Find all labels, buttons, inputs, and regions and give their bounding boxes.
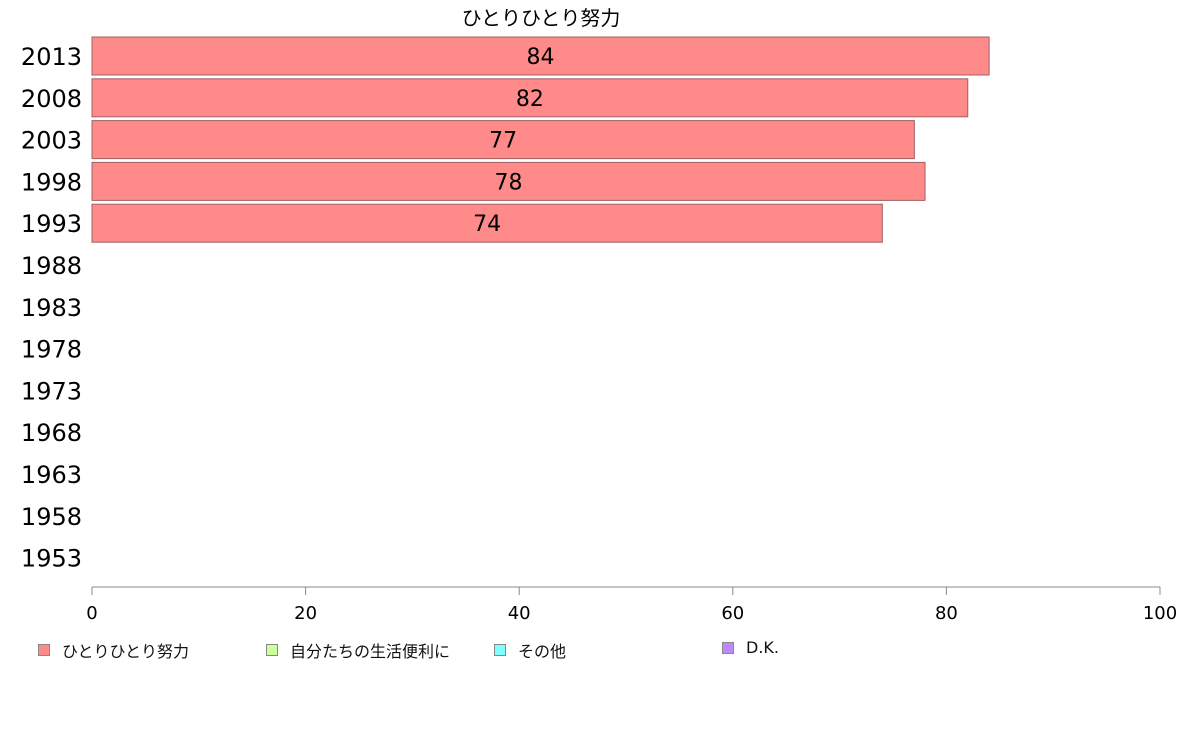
- x-tick-label: 100: [1143, 603, 1177, 624]
- legend-swatch: [494, 644, 506, 656]
- bar-value-label: 78: [495, 170, 523, 195]
- legend-swatch: [722, 641, 734, 654]
- bar-value-label: 77: [489, 129, 517, 154]
- category-label: 1983: [21, 294, 82, 322]
- category-label: 1958: [21, 503, 82, 531]
- category-label: 1973: [21, 377, 82, 405]
- bar: [91, 161, 926, 201]
- category-label: 1978: [21, 336, 82, 364]
- legend-swatch: [266, 644, 278, 656]
- x-tick-label: 0: [86, 603, 97, 624]
- legend-label: ひとりひとり努力: [62, 642, 190, 661]
- x-tick-label: 40: [508, 603, 531, 624]
- category-label: 2013: [21, 43, 82, 71]
- legend: ひとりひとり努力 自分たちの生活便利に その他 D.K.: [38, 638, 1158, 664]
- bar: [91, 203, 883, 243]
- category-label: 2008: [21, 85, 82, 113]
- x-tick-label: 60: [721, 603, 744, 624]
- bar: [91, 120, 915, 160]
- bar-value-label: 74: [473, 212, 501, 237]
- chart-title: ひとりひとり努力: [462, 6, 621, 30]
- category-label: 1963: [21, 461, 82, 489]
- x-tick-label: 80: [935, 603, 958, 624]
- category-label: 1988: [21, 252, 82, 280]
- category-label: 1953: [21, 545, 82, 573]
- legend-item: その他: [494, 638, 566, 662]
- category-label: 1998: [21, 168, 82, 196]
- legend-item: D.K.: [722, 638, 779, 657]
- legend-swatch: [38, 644, 50, 656]
- x-tick-label: 20: [294, 603, 317, 624]
- legend-item: 自分たちの生活便利に: [266, 638, 450, 662]
- legend-item: ひとりひとり努力: [38, 638, 189, 662]
- category-label: 1968: [21, 419, 82, 447]
- bar: [91, 78, 969, 118]
- bar-value-label: 84: [527, 45, 555, 70]
- legend-label: その他: [518, 642, 567, 661]
- legend-label: D.K.: [746, 638, 779, 657]
- legend-label: 自分たちの生活便利に: [290, 642, 451, 661]
- bar: [91, 36, 990, 76]
- category-label: 2003: [21, 127, 82, 155]
- category-label: 1993: [21, 210, 82, 238]
- bar-value-label: 82: [516, 87, 544, 112]
